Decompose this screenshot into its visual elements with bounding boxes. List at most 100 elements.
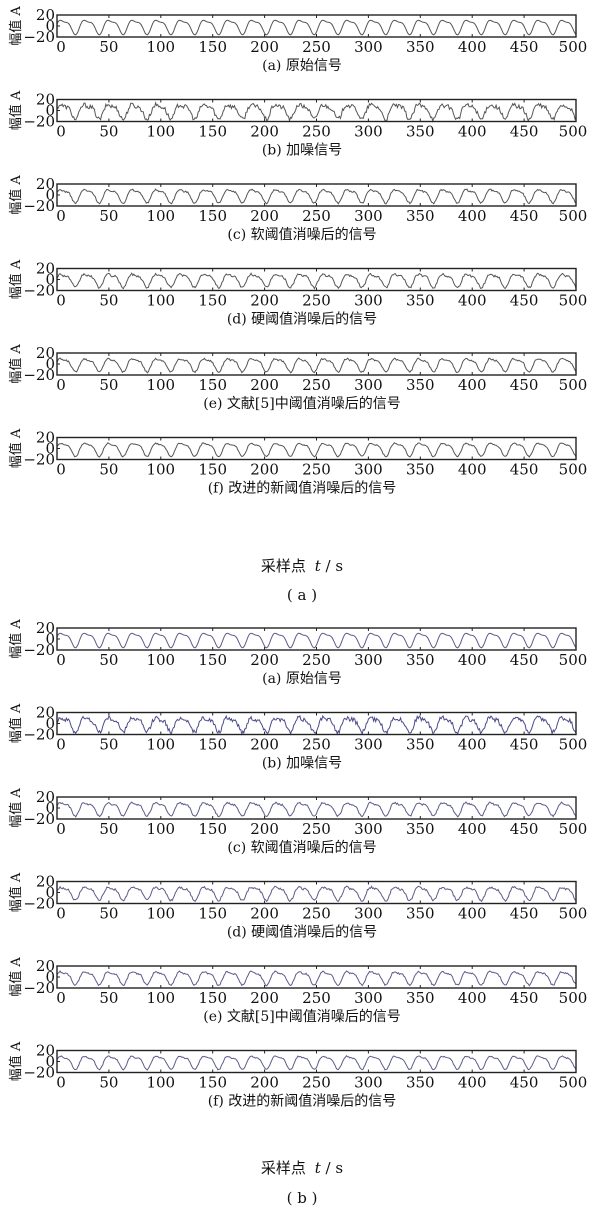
plot-frame-a-6 bbox=[56, 436, 577, 461]
subplot-caption-a-4: (d) 硬阈值消噪后的信号 bbox=[227, 312, 377, 328]
x-tick-label-a-3-200: 200 bbox=[250, 207, 279, 225]
panel-label-b: ( b ) bbox=[287, 1189, 318, 1207]
x-tick-label-a-6-200: 200 bbox=[250, 461, 279, 479]
x-tick-label-b-2-450: 450 bbox=[510, 736, 539, 754]
x-tick-label-a-4-350: 350 bbox=[406, 292, 435, 310]
x-tick-label-a-3-350: 350 bbox=[406, 207, 435, 225]
x-tick-label-a-4-300: 300 bbox=[354, 292, 383, 310]
x-tick-label-a-3-250: 250 bbox=[302, 207, 331, 225]
y-tick-label-b-1-0: 0 bbox=[45, 630, 55, 648]
plot-frame-a-1 bbox=[56, 14, 577, 38]
y-axis-label-a-2: 幅值 A bbox=[8, 90, 24, 130]
x-tick-label-b-2-250: 250 bbox=[302, 736, 331, 754]
y-axis-label-a-5: 幅值 A bbox=[8, 344, 24, 384]
x-tick-label-a-2-350: 350 bbox=[406, 123, 435, 141]
signal-line-a-6 bbox=[56, 442, 577, 458]
x-tick-label-a-4-100: 100 bbox=[146, 292, 175, 310]
x-tick-label-a-1-50: 50 bbox=[99, 38, 118, 56]
subplot-caption-b-6: (f) 改进的新阈值消噪后的信号 bbox=[208, 1094, 397, 1110]
x-tick-label-b-1-0: 0 bbox=[56, 651, 66, 669]
y-tick-label-b-2--20: −20 bbox=[23, 726, 55, 744]
plot-frame-a-2 bbox=[56, 98, 577, 123]
y-axis-label-b-2: 幅值 A bbox=[8, 703, 24, 743]
x-tick-label-b-3-400: 400 bbox=[458, 820, 487, 838]
x-tick-label-a-3-300: 300 bbox=[354, 207, 383, 225]
x-tick-label-a-1-200: 200 bbox=[250, 38, 279, 56]
x-tick-label-b-1-50: 50 bbox=[99, 651, 118, 669]
x-tick-label-a-4-500: 500 bbox=[559, 292, 588, 310]
x-tick-label-a-4-0: 0 bbox=[56, 292, 66, 310]
signal-line-b-3 bbox=[56, 801, 577, 818]
x-tick-label-b-5-0: 0 bbox=[56, 989, 66, 1007]
y-tick-label-b-1-20: 20 bbox=[36, 619, 55, 637]
x-tick-label-a-1-250: 250 bbox=[302, 38, 331, 56]
signal-line-a-2 bbox=[56, 101, 577, 123]
y-tick-label-b-5--20: −20 bbox=[23, 979, 55, 997]
plot-frame-b-6 bbox=[56, 1049, 577, 1074]
x-tick-label-b-2-50: 50 bbox=[99, 736, 118, 754]
x-tick-label-b-1-500: 500 bbox=[559, 651, 588, 669]
subplot-caption-a-1: (a) 原始信号 bbox=[262, 58, 342, 74]
x-tick-label-a-5-500: 500 bbox=[559, 376, 588, 394]
x-tick-label-b-4-500: 500 bbox=[559, 905, 588, 923]
y-tick-label-a-2-0: 0 bbox=[45, 102, 55, 120]
y-tick-label-a-6--20: −20 bbox=[23, 451, 55, 469]
y-tick-label-a-5-0: 0 bbox=[45, 355, 55, 373]
x-tick-label-a-4-150: 150 bbox=[198, 292, 227, 310]
x-tick-label-b-6-400: 400 bbox=[458, 1074, 487, 1092]
x-tick-label-a-1-150: 150 bbox=[198, 38, 227, 56]
x-tick-label-a-3-100: 100 bbox=[146, 207, 175, 225]
x-tick-label-a-3-0: 0 bbox=[56, 207, 66, 225]
x-tick-label-b-6-450: 450 bbox=[510, 1074, 539, 1092]
y-axis-label-a-1: 幅值 A bbox=[8, 6, 24, 46]
x-tick-label-a-4-250: 250 bbox=[302, 292, 331, 310]
x-tick-label-b-4-350: 350 bbox=[406, 905, 435, 923]
y-tick-label-b-6-0: 0 bbox=[45, 1053, 55, 1071]
y-axis-label-b-3: 幅值 A bbox=[8, 788, 24, 828]
x-tick-label-b-1-450: 450 bbox=[510, 651, 539, 669]
x-tick-label-b-3-250: 250 bbox=[302, 820, 331, 838]
y-axis-label-b-4: 幅值 A bbox=[8, 872, 24, 912]
x-axis-title-b-var: t bbox=[315, 1159, 322, 1177]
x-tick-label-b-4-250: 250 bbox=[302, 905, 331, 923]
x-axis-title-b-text: 采样点 bbox=[261, 1159, 306, 1177]
x-tick-label-b-3-200: 200 bbox=[250, 820, 279, 838]
x-tick-label-b-2-150: 150 bbox=[198, 736, 227, 754]
signal-line-a-3 bbox=[56, 188, 577, 205]
x-tick-label-b-2-400: 400 bbox=[458, 736, 487, 754]
x-tick-label-a-6-100: 100 bbox=[146, 461, 175, 479]
y-tick-label-a-2-20: 20 bbox=[36, 91, 55, 109]
x-tick-label-a-2-400: 400 bbox=[458, 123, 487, 141]
x-tick-label-b-4-400: 400 bbox=[458, 905, 487, 923]
y-tick-label-b-4--20: −20 bbox=[23, 895, 55, 913]
x-tick-label-b-5-200: 200 bbox=[250, 989, 279, 1007]
y-tick-label-b-3-20: 20 bbox=[36, 788, 55, 806]
x-tick-label-a-4-200: 200 bbox=[250, 292, 279, 310]
x-tick-label-b-4-300: 300 bbox=[354, 905, 383, 923]
x-tick-label-a-5-100: 100 bbox=[146, 376, 175, 394]
y-tick-label-a-4-0: 0 bbox=[45, 271, 55, 289]
x-tick-label-b-2-200: 200 bbox=[250, 736, 279, 754]
signal-line-b-2 bbox=[56, 714, 577, 736]
plot-frame-b-1 bbox=[56, 627, 577, 651]
x-tick-label-b-3-100: 100 bbox=[146, 820, 175, 838]
y-axis-label-b-6: 幅值 A bbox=[8, 1041, 24, 1081]
x-tick-label-b-2-100: 100 bbox=[146, 736, 175, 754]
x-tick-label-a-2-200: 200 bbox=[250, 123, 279, 141]
x-tick-label-a-2-300: 300 bbox=[354, 123, 383, 141]
subplot-caption-b-5: (e) 文献[5]中阈值消噪后的信号 bbox=[203, 1009, 401, 1025]
x-tick-label-b-1-100: 100 bbox=[146, 651, 175, 669]
x-tick-label-b-5-350: 350 bbox=[406, 989, 435, 1007]
x-tick-label-a-5-450: 450 bbox=[510, 376, 539, 394]
x-tick-label-b-1-350: 350 bbox=[406, 651, 435, 669]
subplot-caption-a-5: (e) 文献[5]中阈值消噪后的信号 bbox=[203, 396, 401, 412]
y-tick-label-b-4-0: 0 bbox=[45, 884, 55, 902]
x-tick-label-b-5-250: 250 bbox=[302, 989, 331, 1007]
subplot-caption-a-2: (b) 加噪信号 bbox=[262, 143, 342, 159]
signal-line-a-1 bbox=[56, 19, 577, 36]
y-tick-label-b-3--20: −20 bbox=[23, 810, 55, 828]
